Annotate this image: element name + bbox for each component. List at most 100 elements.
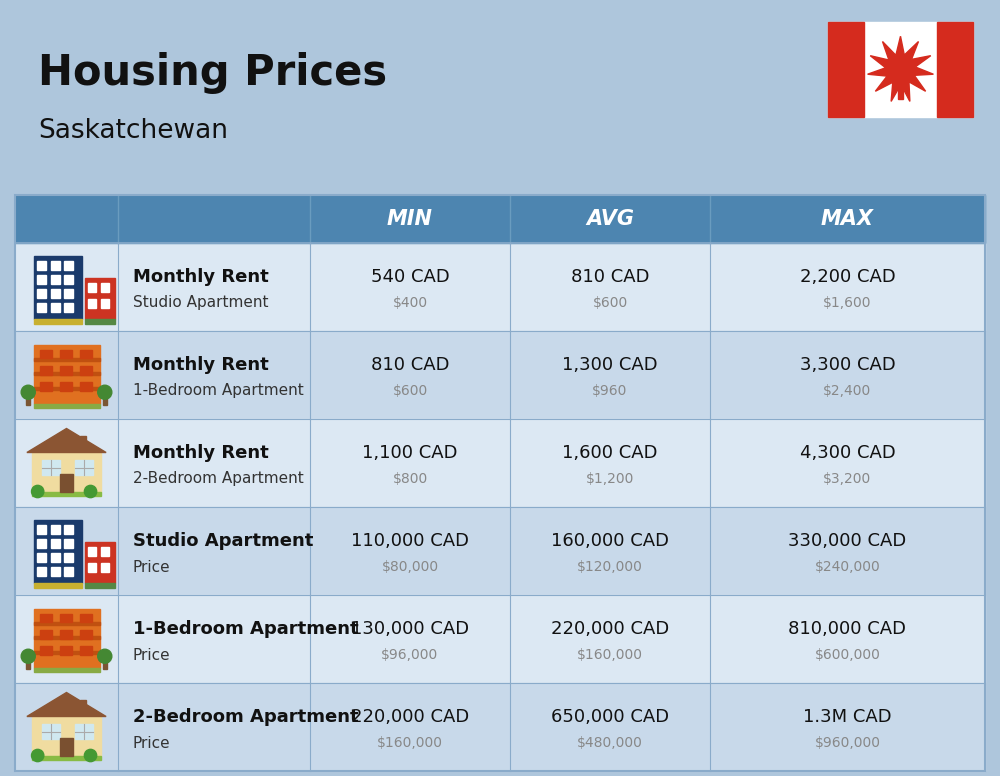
Text: Monthly Rent: Monthly Rent [133, 444, 269, 462]
Bar [103, 660, 107, 669]
Bar [828, 22, 973, 117]
Bar [26, 660, 30, 669]
Bar [60, 366, 72, 375]
Bar [85, 584, 115, 587]
Text: $1,200: $1,200 [586, 472, 634, 486]
Text: $80,000: $80,000 [381, 560, 439, 574]
Text: $160,000: $160,000 [377, 736, 443, 750]
Text: Monthly Rent: Monthly Rent [133, 356, 269, 374]
Bar [32, 491, 101, 496]
Bar [40, 383, 52, 391]
Text: Saskatchewan: Saskatchewan [38, 118, 228, 144]
Bar [75, 724, 93, 739]
Bar [15, 195, 985, 771]
Bar [15, 595, 985, 683]
Text: $600: $600 [392, 384, 428, 398]
Text: $3,200: $3,200 [823, 472, 872, 486]
Text: 220,000 CAD: 220,000 CAD [551, 620, 669, 638]
Bar [15, 507, 985, 595]
Circle shape [32, 750, 44, 762]
Circle shape [98, 650, 112, 663]
Bar [37, 275, 46, 283]
Bar [60, 646, 72, 655]
Text: $160,000: $160,000 [577, 648, 643, 662]
Text: Studio Apartment: Studio Apartment [133, 296, 268, 310]
Text: $1,600: $1,600 [823, 296, 872, 310]
Text: $480,000: $480,000 [577, 736, 643, 750]
Bar [80, 350, 92, 359]
Text: Monthly Rent: Monthly Rent [133, 268, 269, 286]
Bar [51, 303, 60, 312]
Bar [34, 651, 100, 654]
Bar [15, 243, 985, 331]
Bar [80, 614, 92, 622]
Circle shape [84, 750, 97, 762]
Bar [60, 614, 72, 622]
Bar [42, 460, 60, 475]
Bar [40, 614, 52, 622]
Text: $960,000: $960,000 [814, 736, 881, 750]
Circle shape [32, 485, 44, 497]
Bar [26, 396, 30, 405]
Text: Price: Price [133, 647, 171, 663]
Bar [37, 261, 46, 269]
Bar [32, 756, 101, 760]
Bar [15, 683, 985, 771]
Text: 810 CAD: 810 CAD [571, 268, 649, 286]
Bar [37, 525, 46, 534]
Bar [64, 553, 73, 562]
Bar [64, 275, 73, 283]
Text: 330,000 CAD: 330,000 CAD [788, 532, 907, 550]
Bar [37, 566, 46, 576]
Text: 1,100 CAD: 1,100 CAD [362, 444, 458, 462]
Bar [60, 383, 72, 391]
Text: 110,000 CAD: 110,000 CAD [351, 532, 469, 550]
Circle shape [98, 385, 112, 400]
Bar [80, 630, 92, 639]
Bar [51, 525, 60, 534]
Bar [85, 278, 115, 319]
Bar [34, 387, 100, 390]
Bar [34, 584, 82, 587]
Bar [828, 22, 864, 117]
Text: 3,300 CAD: 3,300 CAD [800, 356, 895, 374]
Text: 810 CAD: 810 CAD [371, 356, 449, 374]
Bar [51, 553, 60, 562]
Bar [80, 646, 92, 655]
Text: 1.3M CAD: 1.3M CAD [803, 708, 892, 726]
Polygon shape [27, 692, 106, 716]
Bar [101, 283, 109, 292]
Circle shape [84, 485, 97, 497]
Bar [34, 636, 100, 639]
Bar [88, 563, 96, 572]
Bar [64, 539, 73, 548]
Text: 160,000 CAD: 160,000 CAD [551, 532, 669, 550]
Bar [64, 289, 73, 297]
Text: 2-Bedroom Apartment: 2-Bedroom Apartment [133, 472, 304, 487]
Text: 650,000 CAD: 650,000 CAD [551, 708, 669, 726]
Bar [40, 350, 52, 359]
Text: $120,000: $120,000 [577, 560, 643, 574]
Bar [101, 547, 109, 556]
Text: 4,300 CAD: 4,300 CAD [800, 444, 895, 462]
Text: 1,600 CAD: 1,600 CAD [562, 444, 658, 462]
Bar [88, 299, 96, 308]
Bar [42, 724, 60, 739]
Text: 220,000 CAD: 220,000 CAD [351, 708, 469, 726]
Bar [64, 566, 73, 576]
Bar [60, 630, 72, 639]
Text: $600: $600 [592, 296, 628, 310]
Bar [51, 566, 60, 576]
Bar [34, 404, 100, 408]
Bar [80, 366, 92, 375]
Bar [37, 303, 46, 312]
Bar [34, 255, 82, 319]
Text: Price: Price [133, 559, 171, 574]
Bar [34, 622, 100, 625]
Text: 2,200 CAD: 2,200 CAD [800, 268, 895, 286]
Text: $96,000: $96,000 [381, 648, 439, 662]
Bar [34, 372, 100, 376]
Text: 540 CAD: 540 CAD [371, 268, 449, 286]
Text: 130,000 CAD: 130,000 CAD [351, 620, 469, 638]
Text: MAX: MAX [821, 209, 874, 229]
